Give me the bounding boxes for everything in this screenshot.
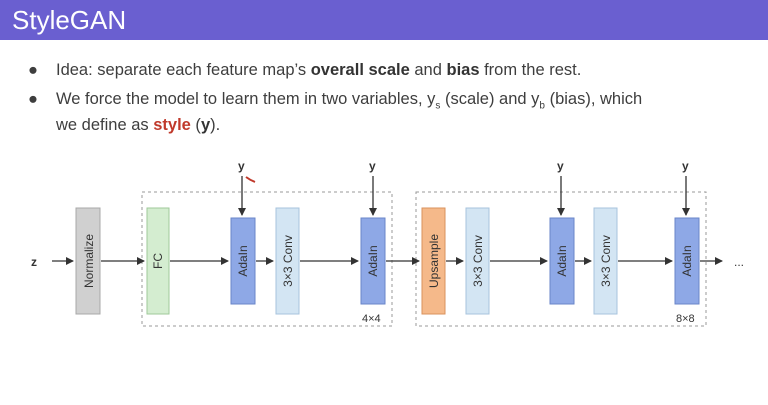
bullet-dot: ● — [28, 61, 38, 79]
bullet-2-line-1: We force the model to learn them in two … — [56, 90, 643, 112]
conv-label: 3×3 Conv — [599, 235, 613, 287]
conv-label: 3×3 Conv — [471, 235, 485, 287]
resolution-label-8x8: 8×8 — [676, 313, 695, 325]
adain-block-3 — [549, 217, 575, 305]
adain-label: AdaIn — [555, 245, 569, 276]
style-y-label: y — [238, 159, 245, 173]
style-arrows — [238, 176, 690, 216]
adain-label: AdaIn — [236, 245, 250, 276]
adain-block-4 — [674, 217, 700, 305]
conv-block-3 — [593, 207, 618, 315]
normalize-label: Normalize — [82, 234, 96, 288]
upsample-block — [421, 207, 446, 315]
adain-block-2 — [360, 217, 386, 305]
fc-label: FC — [151, 253, 165, 269]
bullet-2-line-2: we define as style (y). — [56, 116, 221, 134]
slide-title: StyleGAN — [12, 5, 127, 35]
adain-block-1 — [230, 217, 256, 305]
input-z-label: z — [31, 255, 37, 269]
pointer-mark — [245, 176, 256, 183]
style-y-label: y — [557, 159, 564, 173]
style-y-label: y — [682, 159, 689, 173]
adain-label: AdaIn — [366, 245, 380, 276]
conv-block-2 — [465, 207, 490, 315]
continuation-ellipsis: ... — [734, 255, 744, 269]
adain-label: AdaIn — [680, 245, 694, 276]
block-group-4x4 — [141, 191, 393, 327]
fc-block — [146, 207, 170, 315]
style-y-label: y — [369, 159, 376, 173]
conv-label: 3×3 Conv — [281, 235, 295, 287]
upsample-label: Upsample — [427, 234, 441, 288]
conv-block-1 — [275, 207, 300, 315]
resolution-label-4x4: 4×4 — [362, 313, 381, 325]
bullet-1-text: Idea: separate each feature map’s overal… — [56, 61, 582, 79]
title-bar: StyleGAN — [0, 0, 768, 40]
normalize-block — [75, 207, 101, 315]
bullet-dot: ● — [28, 90, 38, 108]
